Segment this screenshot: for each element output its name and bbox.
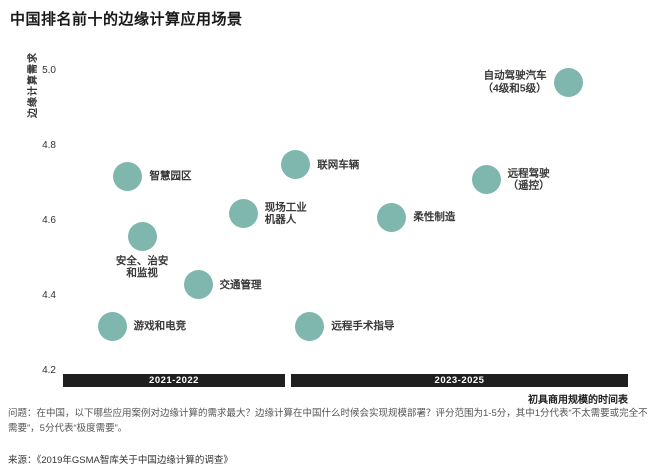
data-point [553,67,583,97]
data-point [127,221,157,251]
timeline-bar-2023-2025: 2023-2025 [291,374,628,387]
data-point-label: 现场工业 机器人 [264,201,307,226]
chart-title: 中国排名前十的边缘计算应用场景 [10,11,243,28]
data-point-label: 远程驾驶 （遥控） [507,167,550,192]
timeline-bar-label: 2021-2022 [149,375,199,386]
data-point-label: 安全、治安 和监视 [115,254,169,280]
y-tick-label: 5.0 [42,65,56,76]
y-tick-label: 4.4 [42,290,56,301]
data-point [471,165,501,195]
data-point [228,199,258,228]
data-point-label: 自动驾驶汽车 （4级和5级） [482,69,547,95]
data-point [113,161,143,191]
y-tick-label: 4.6 [42,215,56,226]
data-point-label: 智慧园区 [149,169,192,182]
data-point [377,202,407,232]
data-point [97,311,127,341]
data-point-label: 游戏和电竞 [133,319,187,332]
question-note: 问题：在中国，以下哪些应用案例对边缘计算的需求最大？边缘计算在中国什么时候会实现… [8,408,648,434]
data-point-label: 联网车辆 [317,158,360,171]
timeline-bar-label: 2023-2025 [434,375,485,386]
y-axis-label: 边缘计算需求 [28,52,39,118]
data-point-label: 远程手术指导 [331,319,395,332]
data-point [281,150,311,180]
data-point [295,311,325,341]
source-note: 来源：《2019年GSMA智库关于中国边缘计算的调查》 [8,455,233,466]
y-tick-label: 4.2 [42,365,56,376]
x-axis-label: 初具商用规模的时间表 [528,395,628,406]
y-tick-label: 4.8 [42,140,56,151]
data-point-label: 柔性制造 [413,211,456,223]
data-point [183,270,213,300]
data-point-label: 交通管理 [219,278,262,291]
timeline-bar-2021-2022: 2021-2022 [63,374,285,387]
